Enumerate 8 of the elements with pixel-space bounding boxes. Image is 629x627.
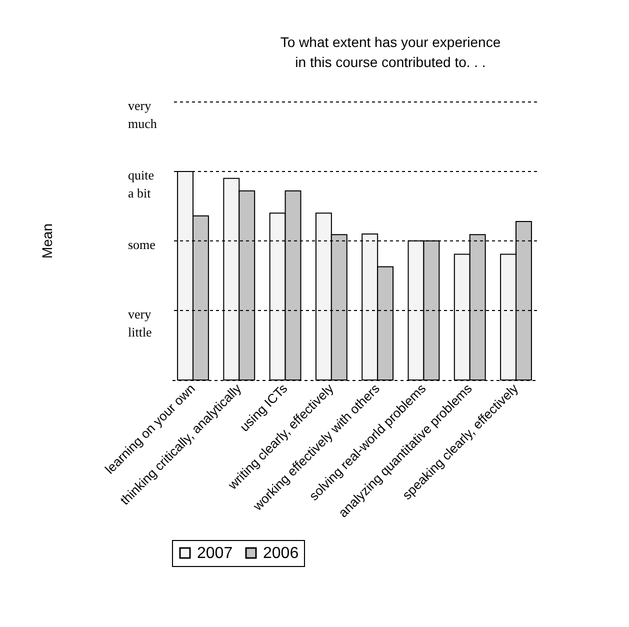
legend-label: 2006 bbox=[263, 545, 299, 562]
chart-title: To what extent has your experience in this course contributed to. . . bbox=[280, 34, 501, 70]
ref-line-label: quite a bit bbox=[128, 167, 154, 200]
y-axis-title: Mean bbox=[39, 223, 55, 259]
ref-line-label: some bbox=[128, 236, 156, 252]
ref-line-label: very much bbox=[128, 98, 158, 131]
legend-label: 2007 bbox=[197, 545, 233, 562]
ref-line-label: very little bbox=[128, 306, 152, 340]
